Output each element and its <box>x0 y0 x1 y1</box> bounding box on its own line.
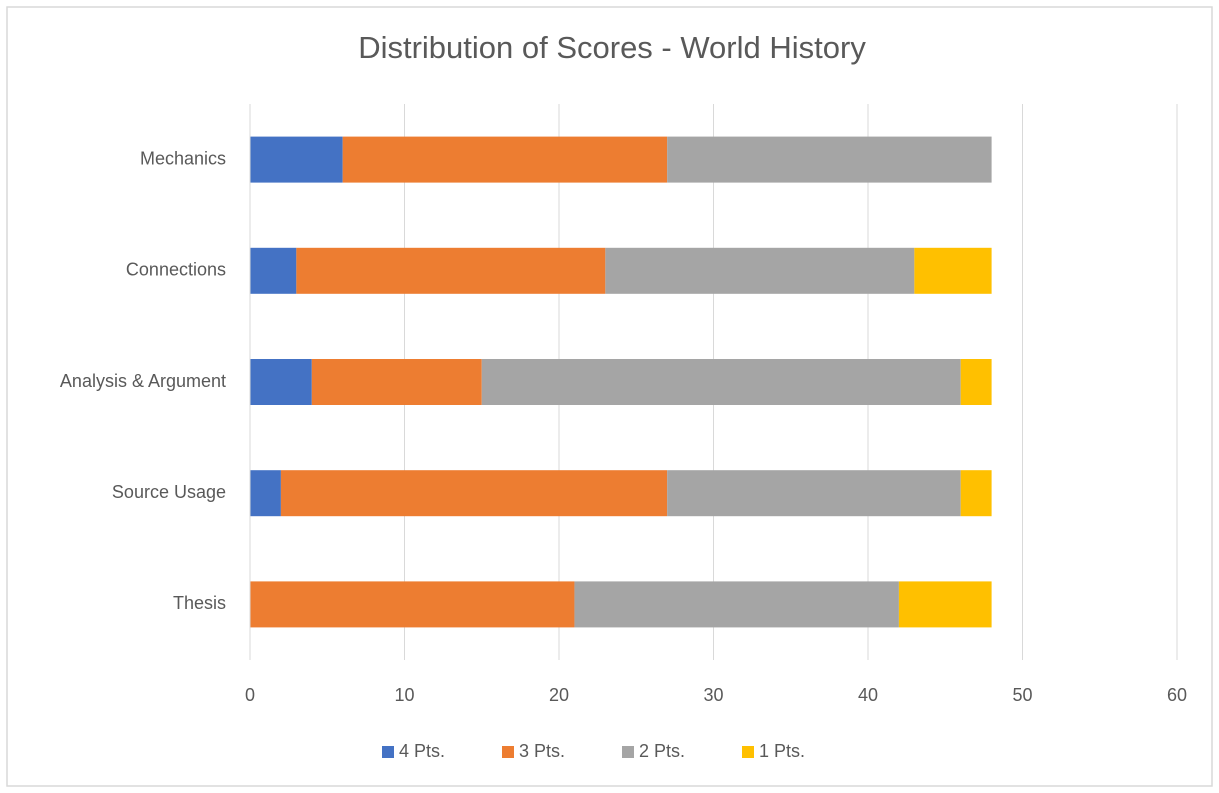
x-tick-label: 10 <box>394 685 414 705</box>
bar-segment <box>250 247 297 294</box>
bar-segment <box>898 581 992 628</box>
y-tick-label: Mechanics <box>140 148 226 168</box>
bar-segment <box>914 247 992 294</box>
bar-segment <box>667 136 992 183</box>
y-tick-label: Connections <box>126 260 226 280</box>
bar-segment <box>960 470 992 517</box>
y-tick-label: Analysis & Argument <box>60 371 226 391</box>
bar-segment <box>250 136 343 183</box>
legend-swatch <box>622 746 634 758</box>
x-tick-label: 40 <box>858 685 878 705</box>
legend-label: 1 Pts. <box>759 741 805 761</box>
bar-segment <box>250 359 312 405</box>
y-tick-label: Source Usage <box>112 482 226 502</box>
legend-swatch <box>502 746 514 758</box>
bar-segment <box>250 470 281 517</box>
x-tick-label: 60 <box>1167 685 1187 705</box>
x-tick-label: 0 <box>245 685 255 705</box>
bar-segment <box>667 470 961 517</box>
legend-label: 2 Pts. <box>639 741 685 761</box>
bar-segment <box>605 247 915 294</box>
x-tick-label: 20 <box>549 685 569 705</box>
bar-segment <box>311 359 482 405</box>
chart-title: Distribution of Scores - World History <box>358 30 866 65</box>
y-tick-label: Thesis <box>173 593 226 613</box>
bar-segment <box>574 581 899 628</box>
legend-swatch <box>742 746 754 758</box>
x-tick-label: 30 <box>703 685 723 705</box>
bar-segment <box>342 136 668 183</box>
bar-segment <box>280 470 668 517</box>
bar-segment <box>250 581 575 628</box>
legend-swatch <box>382 746 394 758</box>
bar-segment <box>960 359 992 405</box>
legend-label: 3 Pts. <box>519 741 565 761</box>
bar-segment <box>481 359 961 405</box>
bar-segment <box>296 247 606 294</box>
x-tick-label: 50 <box>1012 685 1032 705</box>
legend-label: 4 Pts. <box>399 741 445 761</box>
